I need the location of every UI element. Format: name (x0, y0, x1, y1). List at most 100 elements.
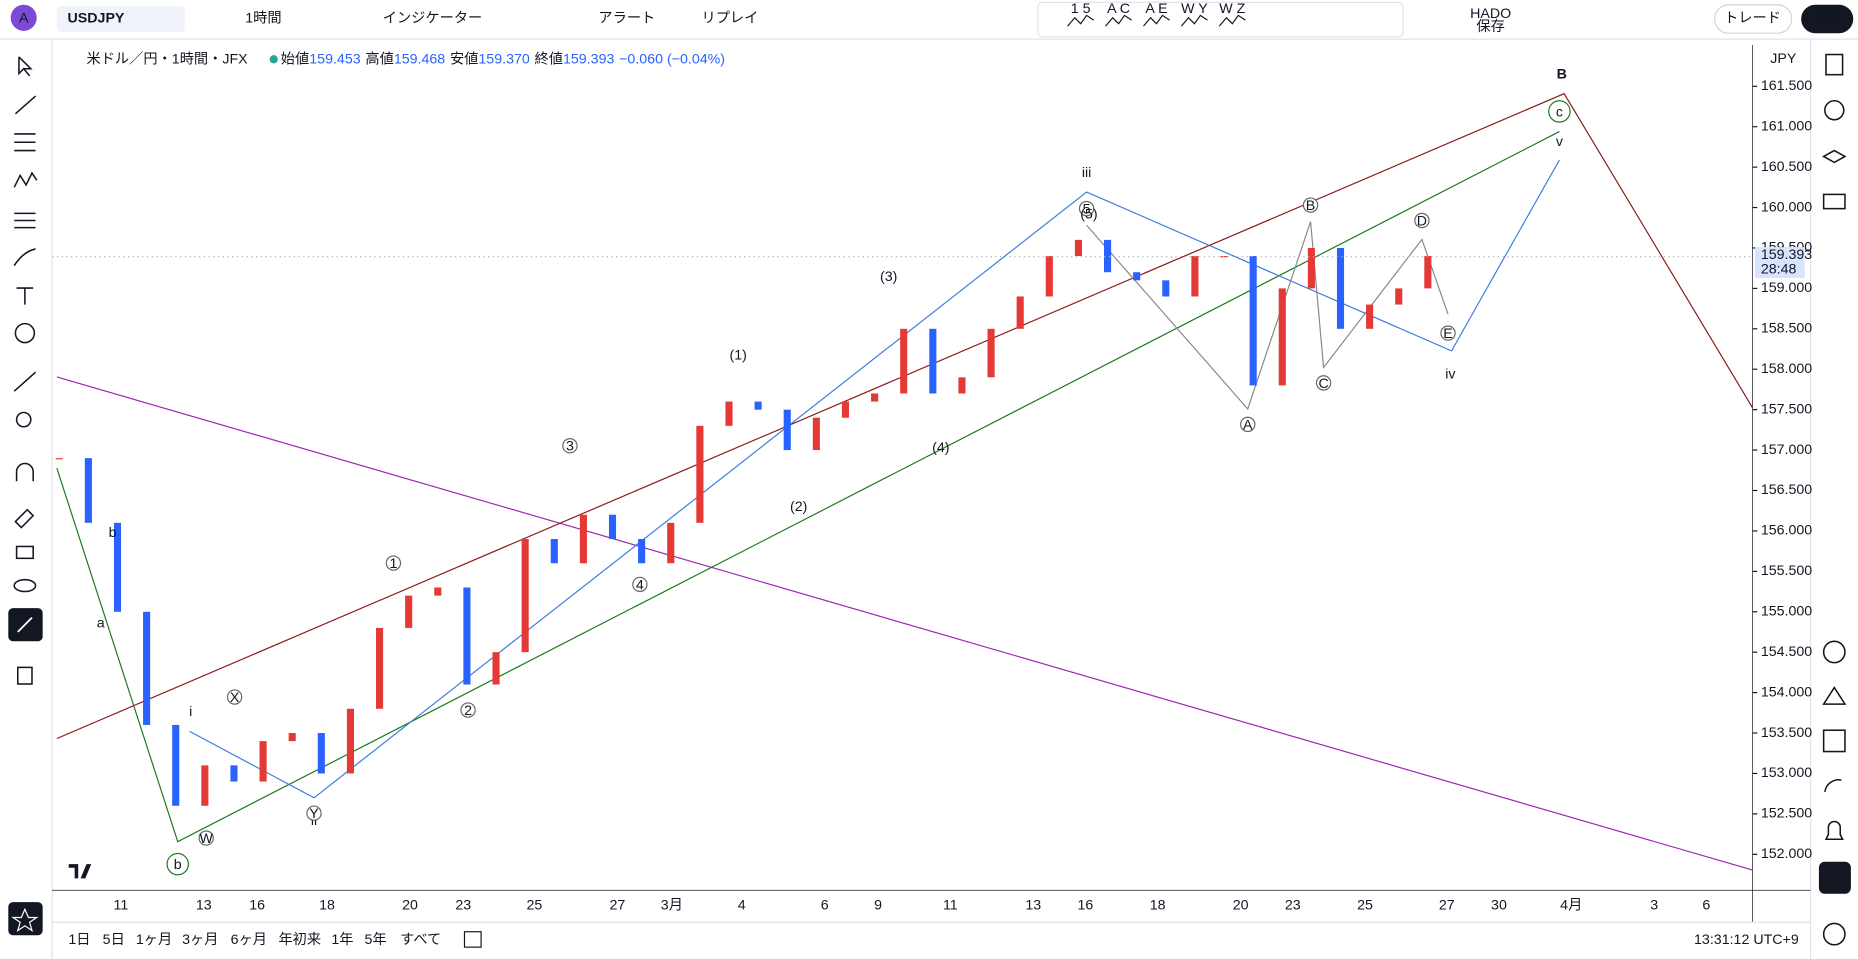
wave-label: (3) (880, 269, 897, 285)
fib-tool[interactable] (14, 133, 36, 152)
trend-line (56, 92, 1754, 740)
forecast-tool[interactable] (14, 212, 36, 229)
range-button[interactable]: 1日 (68, 932, 90, 948)
wave-tool-label[interactable]: A C (1107, 1, 1130, 17)
gauge-button[interactable] (1822, 640, 1846, 664)
wave-tool-label[interactable]: 1 5 (1071, 1, 1091, 17)
calendar-button[interactable] (1822, 729, 1846, 753)
wave-tool-label[interactable]: A E (1145, 1, 1167, 17)
candle (608, 514, 617, 540)
wave-tool-label[interactable]: W Z (1219, 1, 1245, 17)
wave-label: i (189, 704, 192, 720)
wave-label: iv (1445, 366, 1456, 382)
range-button[interactable]: 1年 (331, 931, 353, 948)
legend-change: −0.060 (−0.04%) (619, 51, 725, 67)
date-range-icon[interactable] (463, 931, 482, 948)
wave-label: (2) (790, 499, 807, 515)
stream-button[interactable] (1824, 779, 1842, 793)
currency[interactable]: JPY (1770, 51, 1797, 67)
wave-label: C (1318, 376, 1328, 392)
candle (434, 587, 442, 596)
candle (1395, 288, 1403, 305)
avatar[interactable] (10, 4, 37, 31)
watchlist-star[interactable] (8, 902, 43, 936)
trade-button[interactable] (1714, 4, 1793, 34)
legend-low: 159.370 (478, 51, 529, 67)
x-tick-label: 30 (1491, 897, 1507, 913)
candle (463, 587, 471, 685)
help-button[interactable] (1822, 922, 1846, 946)
candle (1133, 272, 1141, 281)
legend-open: 159.453 (309, 51, 360, 67)
x-tick-label: 23 (455, 897, 471, 913)
pattern-tool[interactable] (13, 171, 38, 188)
range-button[interactable]: 3ヶ月 (182, 932, 218, 948)
range-button[interactable]: 6ヶ月 (231, 932, 267, 948)
ruler-tool[interactable] (13, 371, 37, 392)
last-price-box (1754, 247, 1805, 278)
wave-circle (306, 805, 322, 821)
candle (725, 401, 733, 426)
magnet-tool[interactable] (15, 462, 34, 482)
chat-button[interactable] (1822, 193, 1846, 210)
wave-circle (1302, 197, 1319, 213)
indicators[interactable]: インジケーター (383, 10, 483, 27)
x-tick-label: 27 (1439, 897, 1455, 913)
ideas-button[interactable] (1822, 686, 1847, 705)
x-tick-label: 6 (1702, 897, 1710, 913)
range-button[interactable]: すべて (400, 931, 441, 948)
y-tick-label: 158.500 (1761, 321, 1812, 337)
layout-name[interactable]: HADO (1470, 6, 1511, 22)
x-tick-label: 16 (249, 897, 265, 913)
cursor-tool[interactable] (18, 56, 33, 77)
watchlist-button[interactable] (1825, 53, 1844, 76)
emoji-tool[interactable] (14, 322, 36, 344)
legend-open-label: 始値 (281, 50, 309, 67)
wave-circle (1315, 375, 1332, 391)
symbol-box[interactable] (56, 5, 185, 33)
wave-label: B (1306, 198, 1315, 214)
legend-high: 159.468 (394, 51, 445, 67)
alerts-button[interactable] (1824, 99, 1845, 121)
candle (550, 539, 558, 564)
x-tick-label: 3 (1650, 897, 1658, 913)
line-tool[interactable] (14, 95, 37, 115)
candle (929, 328, 937, 394)
range-button[interactable]: 年初来 (278, 931, 321, 948)
brush-tool[interactable] (13, 248, 36, 266)
range-button[interactable]: 1ヶ月 (136, 932, 172, 948)
trend-line (56, 376, 1753, 871)
candle (871, 393, 879, 402)
lock-tool[interactable] (15, 545, 34, 560)
wave-line (189, 159, 1560, 799)
candle (1162, 280, 1170, 297)
layers-button[interactable] (1822, 149, 1847, 164)
range-button[interactable]: 5年 (365, 931, 387, 948)
visibility-tool[interactable] (13, 578, 37, 593)
x-tick-label: 3月 (661, 897, 683, 913)
y-tick-label: 158.000 (1761, 361, 1812, 377)
text-tool[interactable] (16, 287, 34, 305)
wave-tool-label[interactable]: W Y (1181, 1, 1208, 17)
x-tick-label: 9 (874, 897, 882, 913)
replay[interactable]: リプレイ (701, 10, 758, 27)
alert[interactable]: アラート (598, 11, 655, 27)
candle (667, 522, 675, 564)
drawing-mode[interactable] (14, 508, 35, 529)
wave-circle (226, 689, 243, 705)
candle (1366, 304, 1374, 329)
star-icon (11, 907, 39, 932)
notifications-button[interactable] (1824, 820, 1844, 841)
candle (143, 611, 151, 725)
zoom-tool[interactable] (15, 411, 32, 428)
delete-tool[interactable] (17, 666, 33, 685)
range-button[interactable]: 5日 (103, 932, 125, 948)
y-tick-label: 160.000 (1761, 199, 1812, 215)
publish-button[interactable] (1801, 4, 1854, 34)
interval[interactable]: 1時間 (245, 10, 281, 27)
wave-label: X (230, 690, 240, 706)
apps-button[interactable] (1818, 861, 1851, 894)
y-tick-label: 160.500 (1761, 159, 1812, 175)
